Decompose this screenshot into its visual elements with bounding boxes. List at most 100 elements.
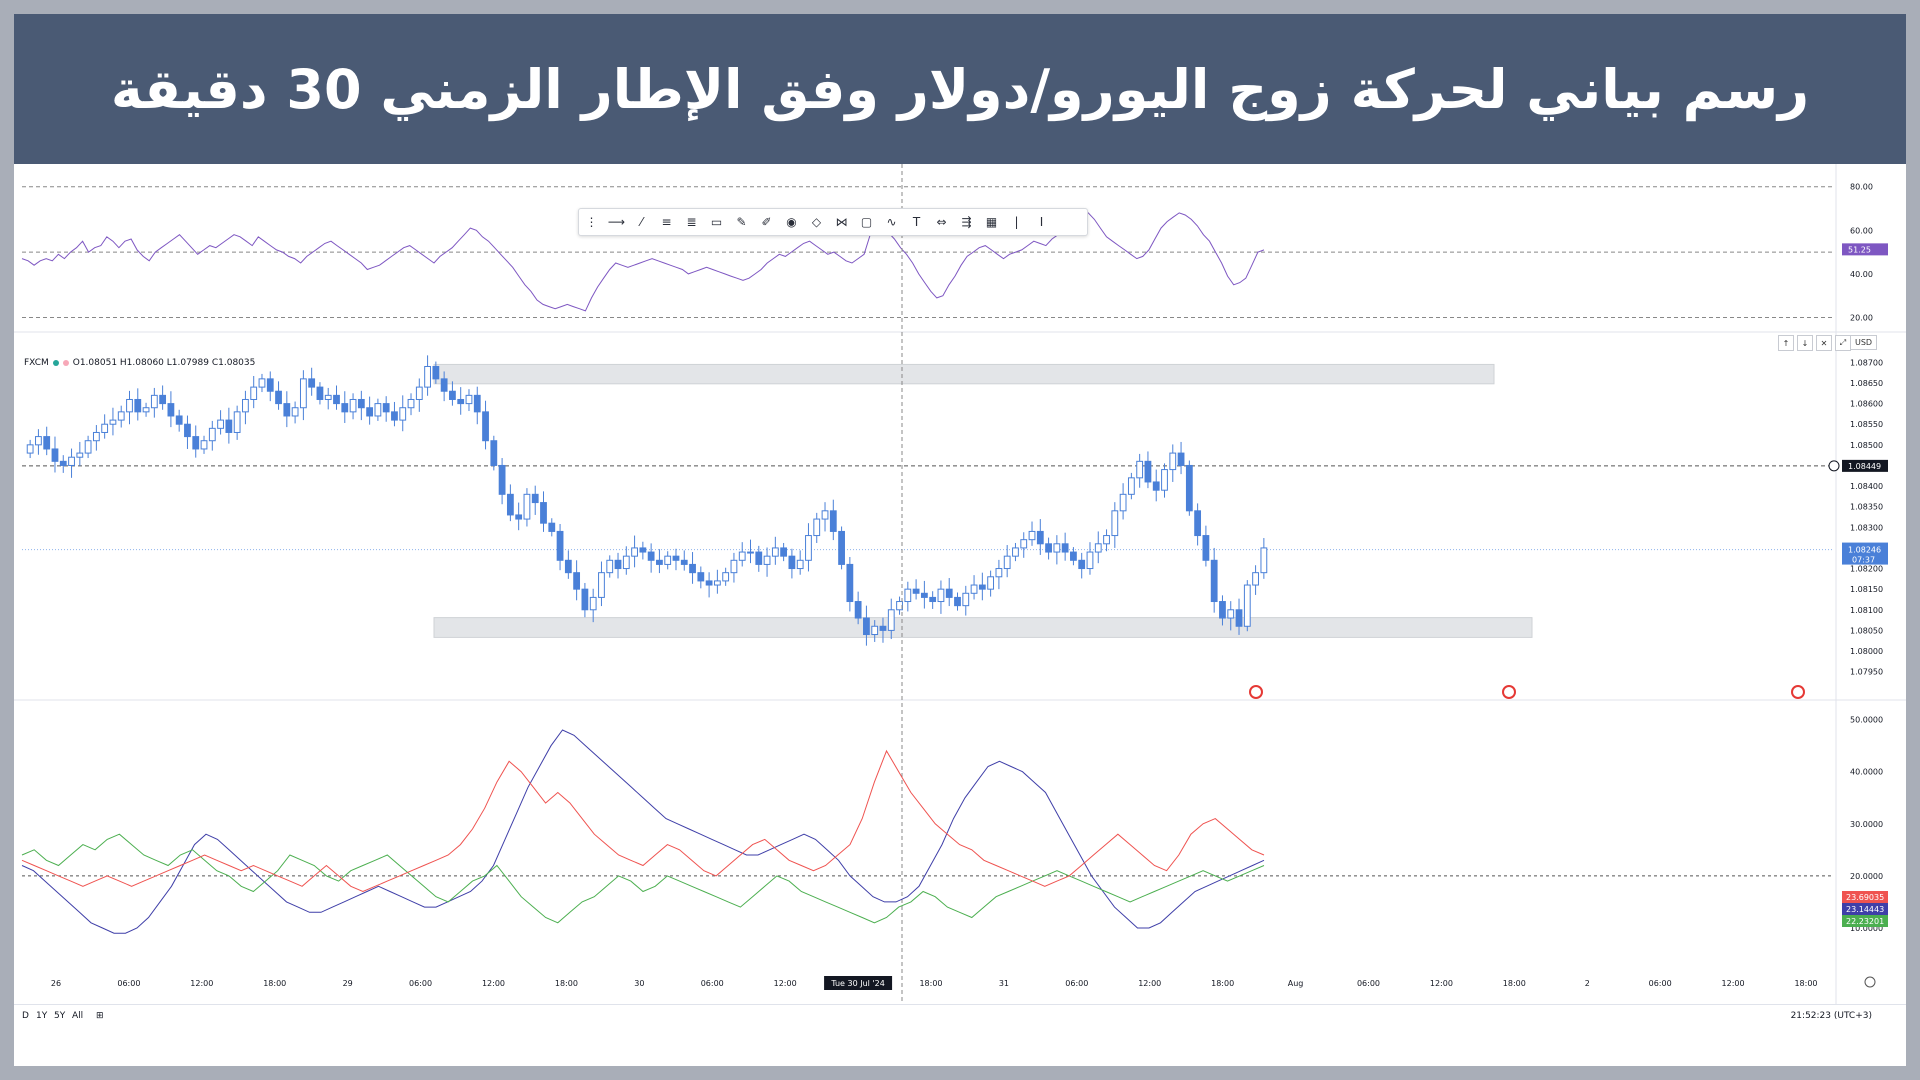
candle-body: [159, 394, 167, 405]
countdown-label: 07:37: [1852, 556, 1875, 565]
candle-body: [250, 386, 258, 400]
di-plus-line: [21, 833, 1265, 924]
maximize-icon[interactable]: ⤢: [1835, 335, 1851, 351]
price-range-icon[interactable]: Ι: [1039, 215, 1044, 229]
candle-body: [142, 407, 150, 413]
callout-icon[interactable]: ▢: [860, 215, 873, 229]
candle-body: [366, 407, 374, 417]
fib-retracement-icon[interactable]: ≡: [661, 215, 672, 229]
range-button-5y[interactable]: 5Y: [54, 1011, 66, 1021]
candle-body: [432, 365, 440, 380]
candle-body: [357, 398, 365, 409]
candle-body: [606, 559, 614, 574]
drag-handle-icon[interactable]: ⋮: [585, 215, 598, 229]
text-icon[interactable]: T: [912, 215, 921, 229]
divider-icon[interactable]: |: [1014, 215, 1019, 229]
range-button-1y[interactable]: 1Y: [36, 1011, 48, 1021]
candle-body: [333, 394, 340, 405]
candle-body: [1260, 547, 1268, 574]
rsi-value-tag: [1842, 243, 1888, 256]
candle-body: [937, 588, 945, 603]
bottom-toolbar: D 1Y 5Y All ⊞ 21:52:23 (UTC+3): [14, 1004, 1906, 1027]
candle-body: [987, 576, 995, 590]
range-button-all[interactable]: All: [72, 1011, 84, 1021]
adx-tick-label: 50.0000: [1850, 716, 1883, 725]
candle-body: [730, 559, 738, 574]
x-tick-label: 06:00: [117, 979, 140, 988]
measure-icon[interactable]: ⇔: [936, 215, 947, 229]
adx-tick-label: 30.0000: [1850, 820, 1883, 829]
candle-body: [747, 551, 754, 554]
projection-icon[interactable]: ⇶: [961, 215, 972, 229]
candle-body: [1169, 452, 1177, 471]
candle-body: [217, 419, 224, 429]
circle-icon[interactable]: ◉: [786, 215, 797, 229]
support-zone: [433, 617, 1533, 638]
chart-area[interactable]: 80.00 60.00 40.00 20.00 51.25 1.08700 1.08650 1…: [14, 164, 1906, 1066]
rectangle-icon[interactable]: ▭: [710, 215, 723, 229]
range-button-d[interactable]: D: [22, 1011, 29, 1021]
brush-icon[interactable]: ✎: [736, 215, 747, 229]
candle-body: [1127, 477, 1135, 495]
adx-tick-label: 10.0000: [1850, 924, 1883, 933]
page-title: رسم بياني لحركة زوج اليورو/دولار وفق الإ…: [110, 57, 1810, 121]
candle-body: [920, 592, 928, 598]
x-tick-label: 06:00: [409, 979, 432, 988]
candle-body: [1144, 460, 1152, 483]
scroll-down-icon[interactable]: ↓: [1797, 335, 1813, 351]
symbol-name[interactable]: FXCM: [24, 358, 49, 368]
horizontal-ray-icon[interactable]: ⟶: [607, 215, 626, 229]
candle-body: [738, 551, 746, 561]
di-minus-line: [21, 749, 1265, 893]
candle-body: [556, 530, 564, 561]
candle-body: [482, 411, 489, 442]
pitchfork-icon[interactable]: ≣: [686, 215, 697, 229]
candle-body: [904, 588, 912, 603]
candle-body: [35, 436, 42, 446]
candle-body: [324, 394, 332, 400]
price-tick-label: 1.08650: [1850, 379, 1883, 388]
x-tick-label: 06:00: [1649, 979, 1672, 988]
x-tick-label: 12:00: [1138, 979, 1161, 988]
price-tick-label: 1.07950: [1850, 668, 1883, 677]
adx-value-tag: [1842, 891, 1888, 903]
candle-body: [622, 555, 630, 570]
table-icon[interactable]: ▦: [985, 215, 998, 229]
date-range-icon[interactable]: ⊞: [96, 1011, 104, 1021]
collapse-icon[interactable]: ✕: [1816, 335, 1832, 351]
candle-body: [1045, 543, 1052, 553]
candle-body: [647, 551, 655, 561]
scroll-up-icon[interactable]: ↑: [1778, 335, 1794, 351]
candle-body: [1119, 493, 1127, 512]
candle-body: [1235, 609, 1243, 627]
candle-body: [995, 568, 1003, 578]
x-tick-label: 18:00: [1503, 979, 1526, 988]
x-tick-label: 06:00: [1357, 979, 1380, 988]
candle-body: [1194, 510, 1202, 537]
alert-icon: [1828, 460, 1840, 472]
candle-body: [266, 378, 274, 392]
rsi-tick-label: 20.00: [1850, 313, 1873, 322]
candle-body: [200, 440, 208, 450]
candle-body: [225, 419, 233, 433]
pattern-icon[interactable]: ⋈: [835, 215, 848, 229]
candle-body: [1086, 551, 1094, 570]
candle-body: [598, 572, 605, 598]
currency-button[interactable]: USD: [1850, 335, 1878, 350]
candle-body: [316, 386, 324, 400]
chart-canvas[interactable]: 80.00 60.00 40.00 20.00 51.25 1.08700 1.08650 1…: [14, 164, 1906, 1066]
trend-line-icon[interactable]: ⁄: [640, 215, 643, 229]
crosshair-date-tag: [824, 976, 893, 990]
pen-icon[interactable]: ✐: [761, 215, 772, 229]
candle-body: [1020, 539, 1028, 549]
settings-icon: [1864, 976, 1876, 988]
candle-body: [391, 411, 398, 421]
drawing-toolbar[interactable]: ⋮ ⟶ ⁄ ≡ ≣ ▭ ✎ ✐ ◉ ◇ ⋈ ▢ ∿ T ⇔ ⇶ ▦ | Ι: [578, 208, 1088, 236]
candle-body: [1053, 543, 1061, 553]
candle-body: [871, 625, 879, 636]
candle-body: [1219, 601, 1226, 619]
path-icon[interactable]: ∿: [886, 215, 897, 229]
last-price-label: 1.08449: [1848, 462, 1881, 471]
rotated-rectangle-icon[interactable]: ◇: [811, 215, 822, 229]
candle-body: [515, 514, 523, 520]
